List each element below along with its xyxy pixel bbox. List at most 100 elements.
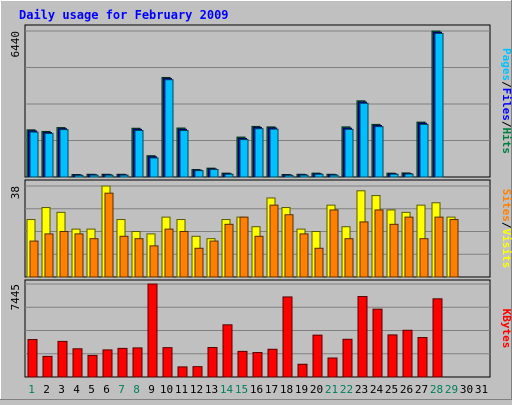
x-tick-label-day-7: 7 — [118, 383, 125, 396]
bar-sites-day-2 — [44, 233, 54, 278]
x-tick-label-day-26: 26 — [400, 383, 413, 396]
x-tick-label-day-16: 16 — [250, 383, 263, 396]
x-tick-label-day-14: 14 — [220, 383, 234, 396]
bar-kbytes-day-13 — [207, 347, 218, 378]
bar-kbytes-day-4 — [72, 348, 83, 378]
x-tick-label-day-1: 1 — [28, 383, 35, 396]
bar-pages-day-8 — [134, 130, 144, 178]
bar-pages-day-4 — [74, 174, 84, 178]
bar-sites-day-12 — [194, 247, 204, 278]
x-tick-label-day-21: 21 — [325, 383, 338, 396]
x-tick-label-day-6: 6 — [103, 383, 110, 396]
bar-sites-day-19 — [299, 233, 309, 278]
bar-sites-day-20 — [314, 247, 324, 278]
bar-sites-day-4 — [74, 233, 84, 278]
bar-kbytes-day-12 — [192, 366, 203, 378]
bar-sites-day-1 — [29, 240, 39, 278]
panel-legend: Pages/Files/Hits — [500, 48, 512, 154]
bar-kbytes-day-14 — [222, 324, 233, 378]
bar-pages-day-10 — [164, 79, 174, 178]
chart-title: Daily usage for February 2009 — [19, 8, 229, 22]
bar-pages-day-11 — [179, 130, 189, 178]
bar-kbytes-day-19 — [297, 363, 308, 378]
bar-kbytes-day-9 — [147, 283, 158, 378]
bar-sites-day-29 — [449, 219, 459, 278]
bar-sites-day-9 — [149, 245, 159, 278]
bar-kbytes-day-25 — [387, 334, 398, 378]
bar-pages-day-21 — [329, 174, 339, 178]
bar-pages-day-3 — [59, 129, 69, 178]
bar-kbytes-day-3 — [57, 340, 68, 378]
bar-pages-day-13 — [209, 169, 219, 178]
bar-pages-day-7 — [119, 174, 129, 178]
bar-sites-day-24 — [374, 209, 384, 278]
bar-kbytes-day-8 — [132, 347, 143, 378]
bar-kbytes-day-21 — [327, 357, 338, 378]
bar-kbytes-day-1 — [27, 339, 38, 378]
legend-files: Files — [500, 88, 512, 121]
bar-pages-day-25 — [389, 173, 399, 178]
x-tick-label-day-12: 12 — [190, 383, 203, 396]
y-max-label: 6440 — [9, 31, 22, 58]
legend-hits: Hits — [500, 128, 512, 155]
bar-kbytes-day-10 — [162, 347, 173, 378]
chart-panel-3: 7445 KBytes — [9, 279, 512, 378]
bar-sites-day-11 — [179, 231, 189, 278]
bar-pages-day-23 — [359, 102, 369, 178]
bar-pages-day-14 — [224, 173, 234, 178]
x-tick-label-day-29: 29 — [445, 383, 458, 396]
bar-kbytes-day-26 — [402, 329, 413, 378]
panel-legend: KBytes — [500, 309, 512, 349]
bar-sites-day-13 — [209, 240, 219, 278]
bar-sites-day-23 — [359, 221, 369, 278]
bar-pages-day-26 — [404, 173, 414, 178]
bar-sites-day-8 — [134, 238, 144, 278]
legend-separator: / — [500, 121, 512, 128]
bar-sites-day-10 — [164, 228, 174, 278]
x-tick-label-day-22: 22 — [340, 383, 353, 396]
x-tick-label-day-28: 28 — [430, 383, 443, 396]
bar-pages-day-22 — [344, 128, 354, 178]
legend-pages: Pages — [500, 48, 512, 81]
bar-sites-day-3 — [59, 231, 69, 278]
bar-sites-day-27 — [419, 238, 429, 278]
x-tick-label-day-9: 9 — [148, 383, 155, 396]
bar-kbytes-day-22 — [342, 338, 353, 378]
bar-kbytes-day-23 — [357, 296, 368, 378]
x-axis-day-labels: 1 2 3 4 5 6 7 8 9 10 11 12 13 14 15 16 17 18 19 20 21 22 23 24 2… — [28, 383, 488, 396]
x-tick-label-day-5: 5 — [88, 383, 95, 396]
x-tick-label-day-20: 20 — [310, 383, 323, 396]
bar-sites-day-28 — [434, 216, 444, 278]
bar-sites-day-7 — [119, 235, 129, 278]
x-tick-label-day-24: 24 — [370, 383, 384, 396]
x-tick-label-day-17: 17 — [265, 383, 278, 396]
bar-kbytes-day-16 — [252, 352, 263, 378]
legend-sites: Sites — [500, 189, 512, 222]
x-tick-label-day-15: 15 — [235, 383, 248, 396]
x-tick-label-day-18: 18 — [280, 383, 293, 396]
bar-pages-day-27 — [419, 123, 429, 178]
x-tick-label-day-13: 13 — [205, 383, 218, 396]
legend-separator: / — [500, 222, 512, 229]
bar-kbytes-day-27 — [417, 337, 428, 378]
legend-kbytes: KBytes — [500, 309, 512, 349]
panel-legend: Sites/Visits — [500, 189, 512, 269]
x-tick-label-day-10: 10 — [160, 383, 173, 396]
bar-pages-day-17 — [269, 128, 279, 178]
chart-panel-2: 38 Sites/Visits — [9, 179, 512, 278]
bar-kbytes-day-20 — [312, 334, 323, 378]
x-tick-label-day-25: 25 — [385, 383, 398, 396]
bar-sites-day-22 — [344, 238, 354, 278]
bar-pages-day-19 — [299, 174, 309, 178]
bar-kbytes-day-6 — [102, 349, 113, 378]
x-tick-label-day-31: 31 — [475, 383, 488, 396]
x-tick-label-day-30: 30 — [460, 383, 473, 396]
bar-sites-day-15 — [239, 216, 249, 278]
bar-pages-day-18 — [284, 174, 294, 178]
y-max-label: 38 — [9, 186, 22, 199]
legend-separator: / — [500, 81, 512, 88]
x-tick-label-day-3: 3 — [58, 383, 65, 396]
